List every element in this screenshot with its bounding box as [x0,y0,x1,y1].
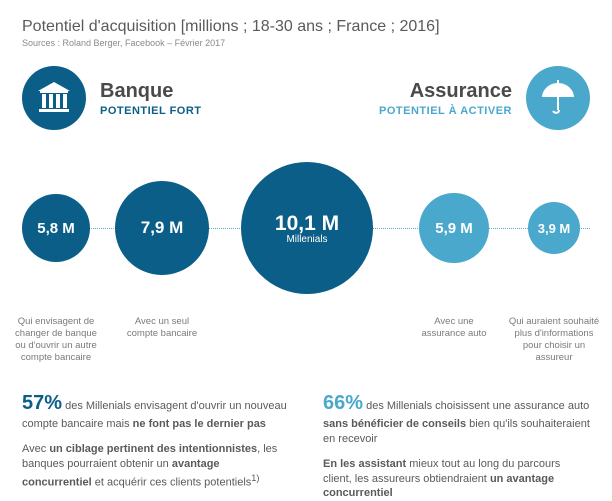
right-l1a: des Millenials choisissent une assurance… [363,400,589,412]
bank-icon-svg [34,78,74,118]
bubbles-area: 5,8 M7,9 M10,1 MMillenials5,9 M3,9 M Qui… [22,148,590,308]
left-l2e: et acquérir ces clients potentiels [92,476,252,488]
right-pct: 66% [323,392,363,414]
bank-icon [22,66,86,130]
left-pct: 57% [22,392,62,414]
left-l2a: Avec [22,443,49,455]
bubble-caption-0: Qui envisagent de changer de banque ou d… [11,316,101,364]
umbrella-icon-svg [537,77,579,119]
header-right: Assurance POTENTIEL À ACTIVER [312,66,590,130]
left-l2b: un ciblage pertinent des intentionnistes [49,443,257,455]
bubble-value: 7,9 M [141,218,184,238]
bubble-3: 5,9 M [419,193,489,263]
right-title: Assurance [379,80,512,103]
left-title: Banque [100,80,202,103]
right-l1b: sans bénéficier de conseils [323,418,466,430]
right-l2a: En les assistant [323,458,406,470]
source-line: Sources : Roland Berger, Facebook – Févr… [22,38,590,48]
bubble-1: 7,9 M [115,181,209,275]
bubble-0: 5,8 M [22,194,90,262]
bubble-value: 5,9 M [435,220,473,237]
bubble-caption-4: Qui auraient souhaité plus d'information… [504,316,604,364]
bubble-caption-3: Avec une assurance auto [414,316,494,340]
bubble-2: 10,1 MMillenials [241,162,373,294]
bubble-caption-1: Avec un seul compte bancaire [122,316,202,340]
bubble-sub: Millenials [286,234,327,245]
bubble-value: 3,9 M [538,221,571,236]
footer-row: 57% des Millenials envisagent d'ouvrir u… [22,390,590,501]
bubble-value: 5,8 M [37,220,75,237]
bubble-4: 3,9 M [528,202,580,254]
footer-left: 57% des Millenials envisagent d'ouvrir u… [22,390,289,501]
footer-right: 66% des Millenials choisissent une assur… [323,390,590,501]
bubble-value: 10,1 M [275,212,339,236]
right-subtitle: POTENTIEL À ACTIVER [379,105,512,117]
umbrella-icon [526,66,590,130]
header-row: Banque POTENTIEL FORT Assurance POTENTIE… [22,66,590,130]
left-sup: 1) [251,473,259,483]
left-subtitle: POTENTIEL FORT [100,105,202,117]
header-left: Banque POTENTIEL FORT [22,66,312,130]
page-title: Potentiel d'acquisition [millions ; 18-3… [22,18,590,36]
left-l1b: ne font pas le dernier pas [133,418,266,430]
